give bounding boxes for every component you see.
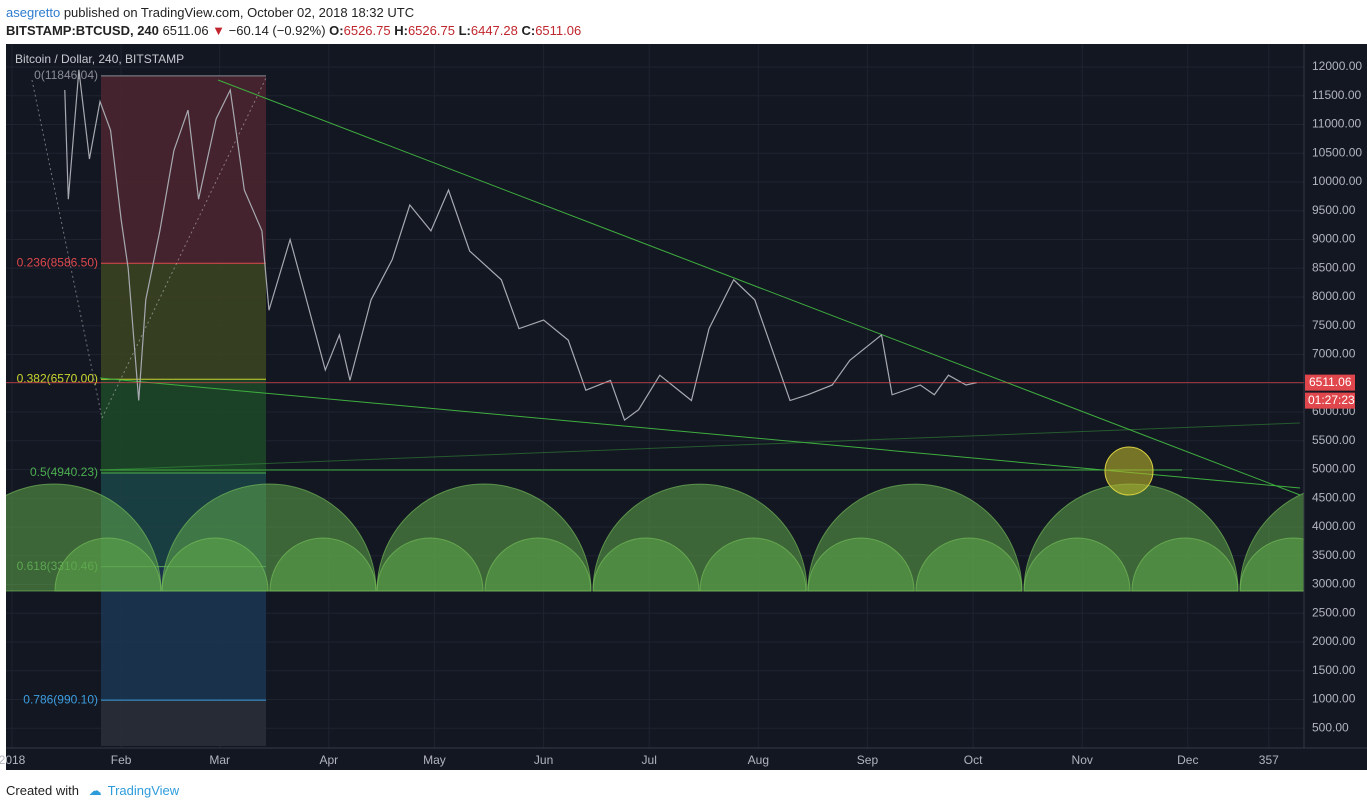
price-line [64, 69, 977, 422]
chart-title: Bitcoin / Dollar, 240, BITSTAMP [15, 52, 184, 66]
last-price-label: 6511.06 [1309, 375, 1352, 389]
small-arcs [54, 537, 1304, 592]
fib-label: 0.382(6570.00) [17, 371, 98, 385]
ohlc-value: 6526.75 [343, 23, 391, 38]
x-tick-label: 2018 [0, 753, 26, 767]
fib-label: 0.5(4940.23) [30, 465, 98, 479]
y-tick-label: 3000.00 [1312, 577, 1356, 591]
x-tick-label: Jul [642, 753, 657, 767]
x-tick-label: May [423, 753, 446, 767]
y-tick-label: 9000.00 [1312, 232, 1356, 246]
x-tick-label: Oct [964, 753, 983, 767]
trend-lines [31, 77, 1301, 496]
header: asegretto published on TradingView.com, … [6, 4, 581, 40]
created: Created with [6, 783, 79, 798]
ohlc-value: 6447.28 [470, 23, 518, 38]
fib-label: 0.236(8586.50) [17, 255, 98, 269]
y-tick-label: 9500.00 [1312, 203, 1356, 217]
published: published on TradingView.com, October 02… [63, 5, 415, 20]
y-tick-label: 8500.00 [1312, 260, 1356, 274]
brand[interactable]: TradingView [107, 783, 180, 798]
ohlc-value: 6511.06 [535, 23, 582, 38]
x-tick-label: Mar [209, 753, 230, 767]
change: −60.14 (−0.92%) [228, 23, 326, 38]
x-tick-label: Dec [1177, 753, 1198, 767]
y-tick-label: 5500.00 [1312, 433, 1356, 447]
x-tick-label: Jun [534, 753, 553, 767]
x-tick-label: Nov [1072, 753, 1093, 767]
x-tick-label: Feb [111, 753, 132, 767]
fib-zone [101, 700, 266, 746]
ohlc-value: 6526.75 [407, 23, 455, 38]
y-tick-label: 4500.00 [1312, 490, 1356, 504]
y-tick-label: 4000.00 [1312, 519, 1356, 533]
y-tick-label: 10000.00 [1312, 174, 1362, 188]
y-tick-label: 12000.00 [1312, 59, 1362, 73]
y-tick-label: 2000.00 [1312, 634, 1356, 648]
y-tick-label: 5000.00 [1312, 462, 1356, 476]
x-tick-label: Sep [857, 753, 879, 767]
fib-label: 0.786(990.10) [23, 692, 98, 706]
x-tick-label: 357 [1259, 753, 1279, 767]
y-tick-label: 7000.00 [1312, 347, 1356, 361]
y-tick-label: 8000.00 [1312, 289, 1356, 303]
arc-pattern [6, 483, 1304, 592]
countdown-tag [1305, 392, 1355, 409]
y-tick-label: 1500.00 [1312, 663, 1356, 677]
x-tick-label: Apr [319, 753, 338, 767]
upper-trendline [217, 79, 1301, 496]
fib-label: 0(11846.04) [34, 68, 98, 82]
logo: ☁ [88, 783, 102, 798]
quote-line: BITSTAMP:BTCUSD, 240 6511.06 ▼ −60.14 (−… [6, 22, 581, 40]
y-tick-label: 11000.00 [1312, 117, 1361, 131]
last-price-tag [1305, 374, 1355, 391]
y-tick-label: 2500.00 [1312, 605, 1356, 619]
y-tick-label: 11500.00 [1312, 88, 1361, 102]
down-arrow: ▼ [212, 23, 226, 38]
ohlc-label: L: [458, 23, 471, 38]
publish-line: asegretto published on TradingView.com, … [6, 4, 581, 22]
ohlc-label: O: [329, 23, 344, 38]
fib-zone [101, 263, 266, 380]
y-tick-label: 10500.00 [1312, 145, 1362, 159]
ohlc-label: H: [394, 23, 408, 38]
highlight-circle [1104, 446, 1154, 496]
rising-line [99, 422, 1301, 471]
y-tick-label: 500.00 [1312, 720, 1349, 734]
footer: Created with ☁ TradingView [6, 783, 179, 799]
last: 6511.06 [162, 23, 209, 38]
x-tick-label: Aug [748, 753, 769, 767]
y-tick-label: 7500.00 [1312, 318, 1356, 332]
countdown-label: 01:27:23 [1308, 393, 1355, 407]
chart: 0(11846.04) 0.236(8586.50) 0.382(6570.00) 0… [0, 44, 1367, 770]
ohlc-label: C: [521, 23, 536, 38]
fib-zone [101, 379, 266, 473]
fib-zone [101, 75, 266, 264]
y-tick-label: 1000.00 [1312, 692, 1356, 706]
symbol: BITSTAMP:BTCUSD, 240 [6, 23, 159, 38]
author[interactable]: asegretto [6, 5, 61, 20]
y-tick-label: 3500.00 [1312, 548, 1356, 562]
